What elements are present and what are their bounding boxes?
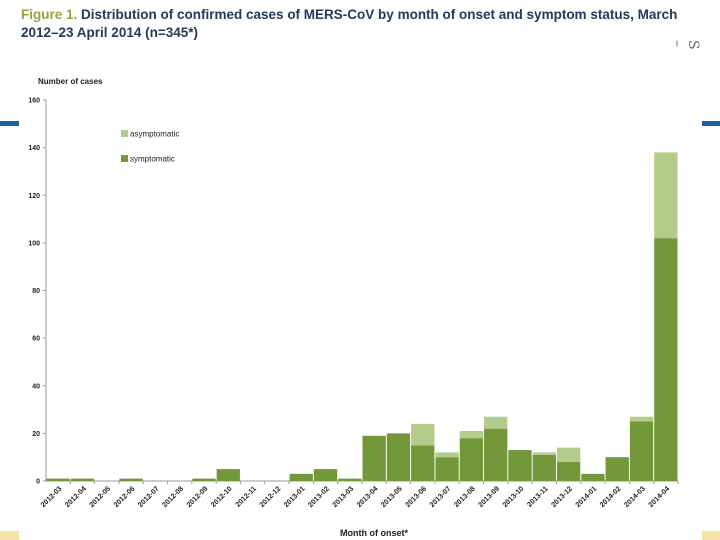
x-tick-label: 2012-06 [111,484,136,509]
x-tick-label: 2013-02 [306,484,331,509]
bar-symptomatic-2014-04 [654,238,678,481]
bar-symptomatic-2012-03 [46,478,70,481]
figure-label: Figure 1. [21,7,78,22]
bar-symptomatic-2013-12 [556,461,581,481]
legend-swatch-asymptomatic [121,130,128,137]
bar-asymptomatic-2013-07 [435,452,459,458]
bar-symptomatic-2012-09 [192,478,216,481]
x-tick-label: 2014-02 [598,484,623,509]
bar-symptomatic-2012-04 [70,478,95,481]
bar-symptomatic-2013-02 [313,469,338,481]
left-edge-bar [0,121,19,126]
x-tick-label: 2012-11 [233,484,258,509]
bar-symptomatic-2012-10 [216,469,240,481]
x-tick-label: 2012-08 [160,484,185,509]
x-tick-label: 2013-06 [403,484,428,509]
x-tick-label: 2012-12 [257,484,282,509]
x-tick-label: 2013-03 [330,484,355,509]
y-tick-label: 140 [28,145,40,152]
bar-symptomatic-2013-03 [338,478,362,481]
right-edge-bar [702,121,720,126]
bar-asymptomatic-2013-08 [459,430,484,439]
figure-title-text: Distribution of confirmed cases of MERS-… [21,7,678,40]
y-tick-label: 0 [36,479,40,486]
x-tick-label: 2012-07 [136,484,161,509]
legend-label-asymptomatic: asymptomatic [130,130,179,139]
y-tick-label: 40 [32,383,40,390]
bar-asymptomatic-2013-11 [532,452,556,455]
bar-asymptomatic-2014-04 [654,152,678,239]
y-tick-label: 120 [28,193,40,200]
x-tick-label: 2013-07 [427,484,452,509]
figure-title: Figure 1. Distribution of confirmed case… [21,6,701,42]
x-tick-label: 2012-04 [63,484,88,509]
x-tick-label: 2013-04 [355,484,380,509]
bar-symptomatic-2014-03 [629,421,654,481]
bar-symptomatic-2013-07 [435,457,459,481]
x-tick-label: 2013-11 [525,484,550,509]
x-tick-label: 2013-01 [282,484,307,509]
y-tick-label: 60 [32,336,40,343]
y-tick-label: 100 [28,240,40,247]
x-tick-label: 2012-10 [209,484,234,509]
x-axis-label: Month of onset* [340,528,408,538]
bar-symptomatic-2013-04 [362,435,386,481]
right-bottom-square [702,531,720,540]
x-tick-label: 2014-04 [646,484,671,509]
y-tick-label: 80 [32,288,40,295]
x-tick-label: 2013-12 [549,484,574,509]
x-tick-label: 2012-05 [87,484,112,509]
left-bottom-square [0,531,19,540]
x-tick-label: 2013-08 [452,484,477,509]
bar-symptomatic-2013-10 [508,450,532,481]
x-tick-label: 2012-03 [39,484,64,509]
bar-symptomatic-2013-06 [411,445,435,481]
y-axis-label: Number of cases [38,77,103,86]
x-tick-label: 2014-01 [573,484,598,509]
x-tick-label: 2014-03 [622,484,647,509]
x-tick-label: 2013-10 [500,484,525,509]
bar-symptomatic-2013-01 [289,473,313,481]
bar-asymptomatic-2013-12 [556,447,581,462]
bar-asymptomatic-2014-03 [629,416,654,422]
bar-asymptomatic-2013-06 [411,423,435,446]
bar-symptomatic-2012-06 [119,478,143,481]
bar-symptomatic-2014-01 [581,473,605,481]
x-tick-label: 2013-05 [379,484,404,509]
y-tick-label: 160 [28,98,40,105]
bar-symptomatic-2013-11 [532,454,556,481]
y-tick-label: 20 [32,431,40,438]
bar-asymptomatic-2013-09 [484,416,508,429]
legend-label-symptomatic: symptomatic [130,155,175,164]
bar-symptomatic-2013-08 [459,438,484,481]
legend-swatch-symptomatic [121,155,128,162]
bar-symptomatic-2013-09 [484,428,508,481]
bar-symptomatic-2013-05 [386,433,411,481]
x-tick-label: 2012-09 [184,484,209,509]
x-tick-label: 2013-09 [476,484,501,509]
bar-symptomatic-2014-02 [605,457,629,481]
